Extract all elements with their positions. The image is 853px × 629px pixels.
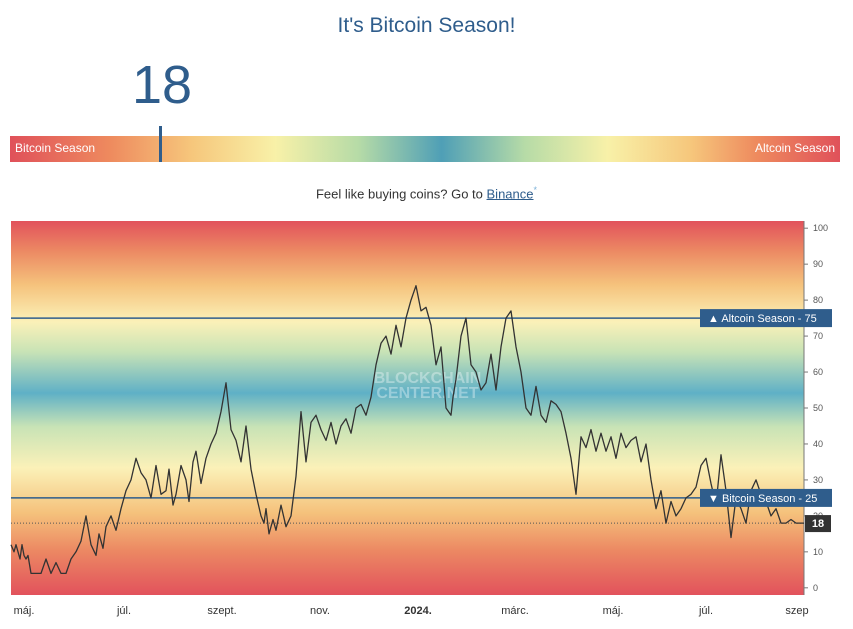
x-tick-label: szept. <box>207 605 236 617</box>
current-value-label: 18 <box>812 518 824 530</box>
y-tick-label: 60 <box>813 367 823 377</box>
index-series-line <box>10 285 804 575</box>
x-tick-label: júl. <box>116 605 131 617</box>
y-tick-label: 50 <box>813 403 823 413</box>
x-tick-label: máj. <box>14 605 35 617</box>
x-tick-label: szep <box>785 605 808 617</box>
y-tick-label: 10 <box>813 547 823 557</box>
chart-background <box>11 221 804 595</box>
x-tick-label: nov. <box>310 605 330 617</box>
threshold-flag <box>700 488 832 507</box>
promo-asterisk: * <box>533 185 538 195</box>
gauge-left-label: Bitcoin Season <box>15 141 96 155</box>
y-tick-label: 30 <box>813 475 823 485</box>
y-tick-label: 100 <box>813 223 828 233</box>
season-gauge: Bitcoin Season Altcoin Season <box>10 136 840 162</box>
page-title: It's Bitcoin Season! <box>337 14 516 37</box>
y-tick-label: 0 <box>813 583 818 593</box>
y-tick-label: 40 <box>813 439 823 449</box>
threshold-flag-label: ▲ Altcoin Season - 75 <box>708 313 817 325</box>
current-value-box <box>805 515 831 533</box>
promo-line: Feel like buying coins? Go to Binance* <box>0 185 853 201</box>
x-tick-label: 2024. <box>404 605 432 617</box>
y-tick-label: 90 <box>813 259 823 269</box>
threshold-flag <box>700 309 832 328</box>
index-value: 18 <box>131 55 193 115</box>
x-tick-label: márc. <box>501 605 529 617</box>
threshold-flag-label: ▼ Bitcoin Season - 25 <box>708 493 817 505</box>
gauge-marker <box>159 126 162 162</box>
gauge-right-label: Altcoin Season <box>754 141 835 155</box>
y-tick-label: 80 <box>813 295 823 305</box>
watermark-text: BLOCKCHAIN <box>374 370 482 387</box>
binance-link[interactable]: Binance <box>486 186 534 202</box>
x-tick-label: máj. <box>603 605 624 617</box>
watermark-text: CENTER.NET <box>376 385 478 402</box>
promo-text: Feel like buying coins? Go to <box>315 186 487 202</box>
x-tick-label: júl. <box>698 605 713 617</box>
y-tick-label: 70 <box>813 331 823 341</box>
